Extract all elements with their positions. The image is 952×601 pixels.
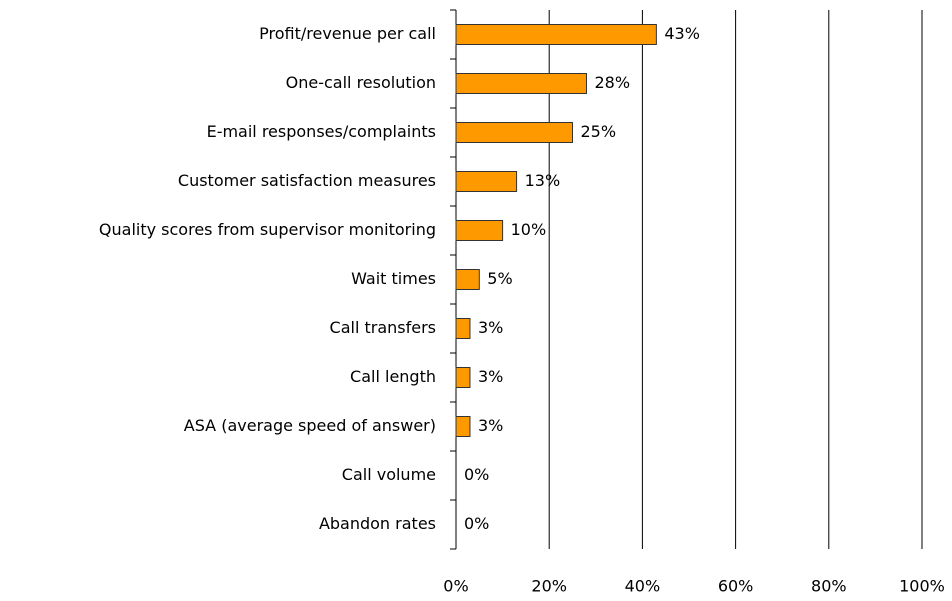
y-tick-label: One-call resolution (286, 73, 436, 92)
bar (455, 122, 573, 143)
y-tick-label: ASA (average speed of answer) (184, 416, 436, 435)
x-tick-label: 80% (811, 577, 847, 596)
x-tick-label: 60% (718, 577, 754, 596)
x-tick-label: 100% (899, 577, 945, 596)
value-label: 3% (478, 318, 503, 337)
x-tick-label: 0% (443, 577, 468, 596)
value-label: 3% (478, 416, 503, 435)
bar (455, 318, 471, 339)
value-label: 0% (464, 514, 489, 533)
value-label: 5% (487, 269, 512, 288)
y-tick-label: Call transfers (330, 318, 436, 337)
value-label: 25% (581, 122, 617, 141)
y-tick-label: Abandon rates (319, 514, 436, 533)
y-tick-label: Quality scores from supervisor monitorin… (99, 220, 436, 239)
bar (455, 367, 471, 388)
bar (455, 171, 518, 192)
x-tick-label: 20% (531, 577, 567, 596)
y-tick-label: Wait times (351, 269, 436, 288)
bar (455, 24, 657, 45)
value-label: 13% (525, 171, 561, 190)
y-tick-label: Call length (350, 367, 436, 386)
bar (455, 220, 504, 241)
value-label: 3% (478, 367, 503, 386)
value-label: 0% (464, 465, 489, 484)
x-tick-label: 40% (625, 577, 661, 596)
y-tick-label: Profit/revenue per call (259, 24, 436, 43)
value-label: 10% (511, 220, 547, 239)
y-tick-label: Customer satisfaction measures (178, 171, 436, 190)
y-tick-label: Call volume (342, 465, 436, 484)
value-label: 28% (594, 73, 630, 92)
bar (455, 416, 471, 437)
y-tick-label: E-mail responses/complaints (207, 122, 436, 141)
bar (455, 269, 480, 290)
value-label: 43% (664, 24, 700, 43)
bar (455, 73, 587, 94)
